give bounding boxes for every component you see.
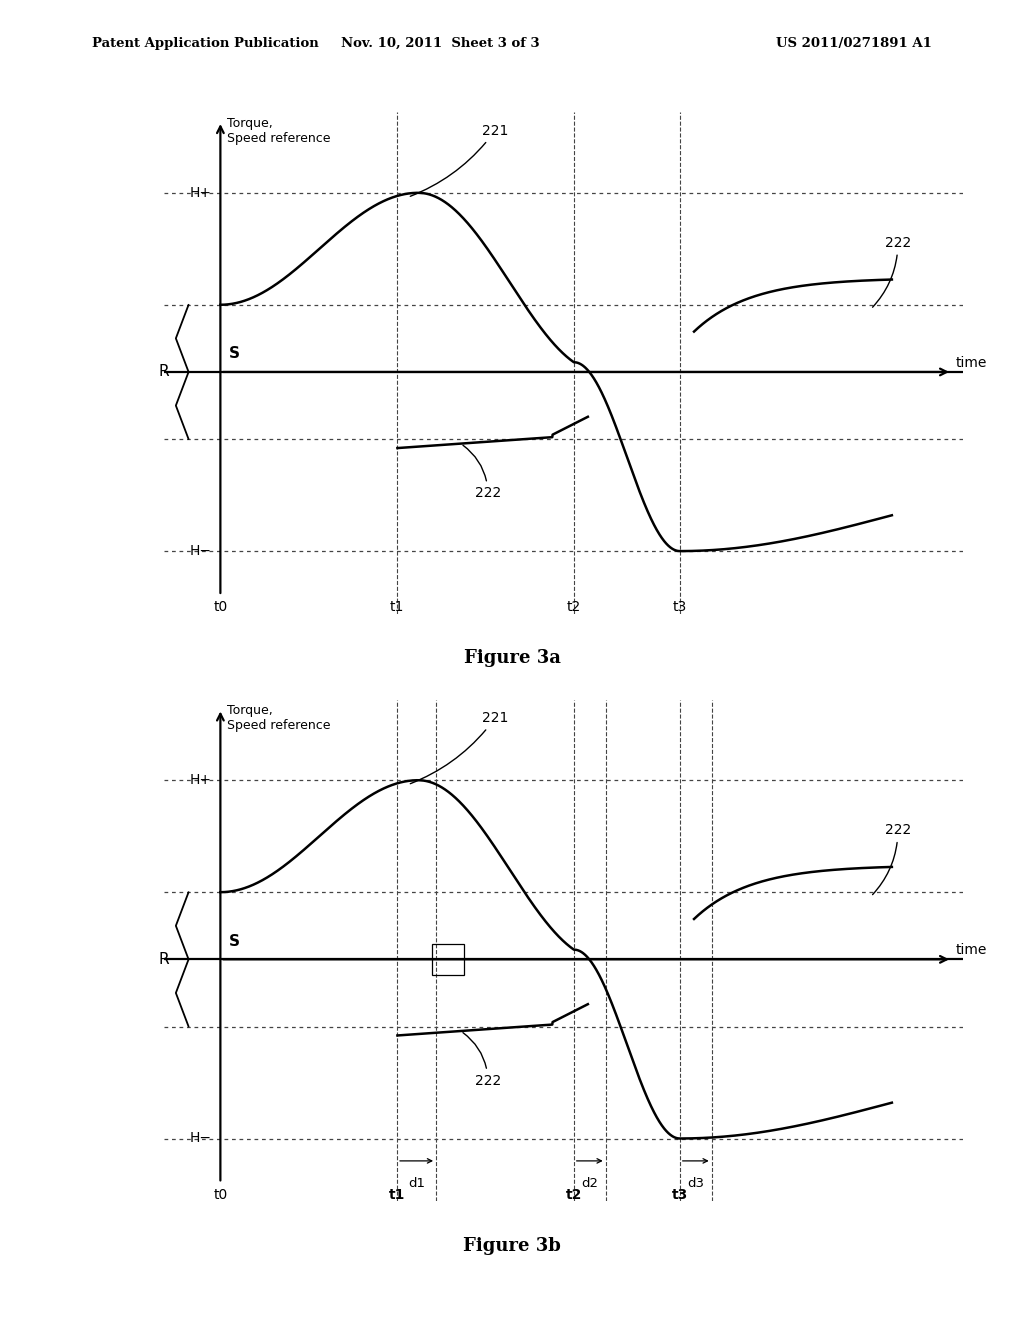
- Text: Figure 3b: Figure 3b: [463, 1237, 561, 1255]
- Text: H+: H+: [189, 186, 212, 199]
- Text: t0: t0: [213, 601, 227, 614]
- Text: 222: 222: [872, 822, 911, 895]
- Text: Figure 3a: Figure 3a: [464, 649, 560, 668]
- Text: time: time: [955, 944, 987, 957]
- Text: 222: 222: [463, 1032, 501, 1088]
- Text: t3: t3: [673, 601, 687, 614]
- Text: t0: t0: [213, 1188, 227, 1201]
- Text: 222: 222: [872, 235, 911, 308]
- Text: 221: 221: [411, 124, 508, 197]
- Text: t2: t2: [566, 601, 581, 614]
- Text: Nov. 10, 2011  Sheet 3 of 3: Nov. 10, 2011 Sheet 3 of 3: [341, 37, 540, 50]
- Text: Patent Application Publication: Patent Application Publication: [92, 37, 318, 50]
- Text: H+: H+: [189, 774, 212, 787]
- Text: US 2011/0271891 A1: US 2011/0271891 A1: [776, 37, 932, 50]
- Text: H−: H−: [189, 544, 212, 558]
- Text: t1: t1: [390, 601, 404, 614]
- Text: R: R: [159, 952, 169, 966]
- Text: d2: d2: [582, 1177, 598, 1191]
- Text: H−: H−: [189, 1131, 212, 1146]
- Text: 222: 222: [463, 445, 501, 500]
- Text: d1: d1: [408, 1177, 425, 1191]
- Text: t3: t3: [672, 1188, 688, 1201]
- Text: S: S: [229, 933, 240, 949]
- Bar: [432, 944, 464, 975]
- Text: R: R: [159, 364, 169, 379]
- Text: t2: t2: [565, 1188, 582, 1201]
- Text: Torque,
Speed reference: Torque, Speed reference: [227, 704, 331, 733]
- Text: 221: 221: [411, 711, 508, 784]
- Text: d3: d3: [687, 1177, 705, 1191]
- Text: S: S: [229, 346, 240, 362]
- Text: time: time: [955, 356, 987, 370]
- Text: t1: t1: [389, 1188, 406, 1201]
- Text: Torque,
Speed reference: Torque, Speed reference: [227, 116, 331, 145]
